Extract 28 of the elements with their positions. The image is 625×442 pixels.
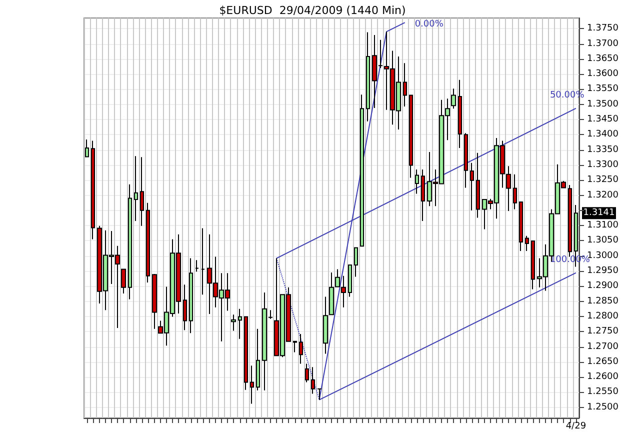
y-tick-label: 1.3650 — [587, 54, 619, 64]
y-tick-label: 1.2950 — [587, 266, 619, 276]
y-tick-label: 1.3400 — [587, 130, 619, 140]
chart-title: $EURUSD 29/04/2009 (1440 Min) — [219, 4, 406, 17]
y-tick-label: 1.3250 — [587, 175, 619, 186]
y-tick-label: 1.3100 — [587, 220, 619, 231]
y-tick-label: 1.2750 — [587, 326, 619, 337]
series-label: 0.00% — [414, 20, 444, 30]
y-tick-label: 1.3300 — [587, 160, 619, 170]
y-tick-label: 1.3750 — [587, 24, 619, 34]
y-tick-label: 1.2800 — [587, 311, 619, 322]
y-tick-label: 1.3350 — [587, 144, 619, 155]
y-tick-label: 1.2850 — [587, 296, 619, 306]
y-tick-label: 1.2650 — [587, 356, 619, 367]
y-tick-label: 1.2900 — [587, 281, 619, 292]
y-tick-label: 1.2550 — [587, 387, 619, 398]
annotation: 1.3141 — [583, 208, 615, 218]
y-tick-label: 1.3050 — [587, 236, 619, 246]
y-tick-label: 1.3700 — [587, 38, 619, 49]
x-tick-label: 4/29 — [566, 422, 586, 432]
y-tick-label: 1.2600 — [587, 372, 619, 382]
y-tick-label: 1.3200 — [587, 190, 619, 200]
y-tick-label: 1.3550 — [587, 84, 619, 94]
y-tick-label: 1.2700 — [587, 342, 619, 352]
y-tick-label: 1.3500 — [587, 99, 619, 110]
y-tick-label: 1.3600 — [587, 69, 619, 80]
y-tick-label: 1.3450 — [587, 114, 619, 125]
y-tick-label: 1.2500 — [587, 402, 619, 412]
